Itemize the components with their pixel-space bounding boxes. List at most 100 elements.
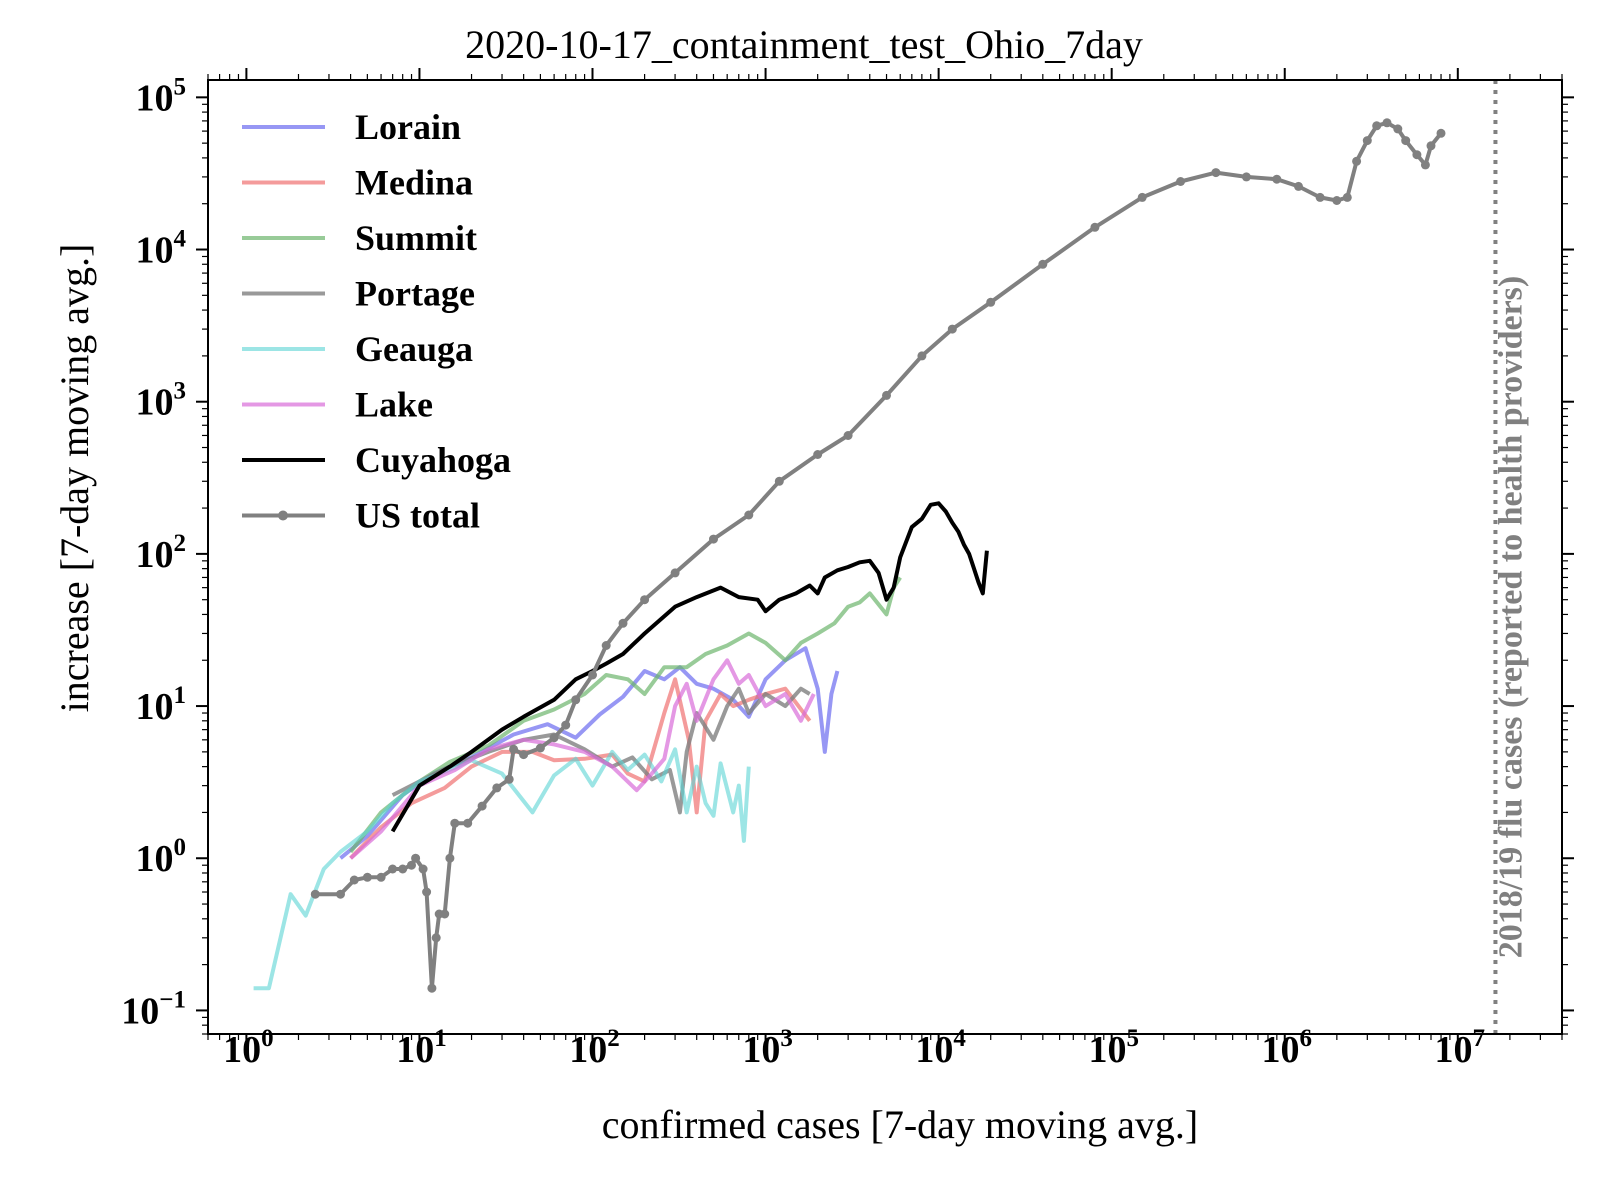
point-us-total	[407, 860, 416, 870]
point-us-total	[1420, 160, 1430, 170]
point-us-total	[492, 783, 502, 793]
point-us-total	[1436, 128, 1446, 138]
legend-label: Medina	[355, 163, 473, 203]
point-us-total	[549, 733, 559, 743]
series-summit	[349, 576, 902, 854]
point-us-total	[986, 297, 996, 307]
point-us-total	[618, 618, 628, 628]
x-tick-label: 102	[569, 1025, 620, 1071]
series-layer	[253, 118, 1446, 993]
point-us-total	[440, 909, 450, 919]
y-tick-label: 102	[136, 530, 187, 576]
x-tick-label: 105	[1088, 1025, 1139, 1071]
point-us-total	[398, 864, 408, 874]
point-us-total	[427, 983, 437, 993]
series-line-us-total	[315, 120, 1443, 991]
legend-marker	[278, 510, 288, 521]
point-us-total	[709, 534, 718, 544]
point-us-total	[843, 431, 853, 440]
x-axis-label: confirmed cases [7-day moving avg.]	[602, 1102, 1198, 1147]
point-us-total	[1294, 181, 1303, 191]
x-tick-label: 107	[1435, 1025, 1486, 1071]
reference-layer: 2018/19 flu cases (reported to health pr…	[1492, 80, 1529, 1034]
flu-reference-label: 2018/19 flu cases (reported to health pr…	[1492, 276, 1529, 958]
point-us-total	[917, 351, 927, 361]
point-us-total	[362, 872, 372, 882]
legend-label: Lorain	[355, 107, 461, 147]
point-us-total	[1176, 177, 1186, 186]
legend-label: Cuyahoga	[355, 440, 511, 480]
point-us-total	[561, 720, 571, 730]
point-us-total	[882, 390, 891, 400]
legend-item-cuyahoga: Cuyahoga	[242, 440, 511, 480]
point-us-total	[1137, 192, 1147, 202]
point-us-total	[504, 774, 514, 784]
series-line-cuyahoga	[390, 501, 989, 833]
point-us-total	[388, 864, 398, 874]
legend-item-lake: Lake	[242, 385, 433, 425]
point-us-total	[1332, 196, 1342, 205]
plot-area: 2018/19 flu cases (reported to health pr…	[121, 68, 1574, 1071]
point-us-total	[310, 889, 320, 899]
legend-item-portage: Portage	[242, 274, 475, 314]
point-us-total	[1426, 141, 1436, 151]
point-us-total	[1382, 118, 1392, 128]
point-us-total	[463, 818, 473, 828]
y-tick-label: 100	[136, 834, 187, 880]
legend-label: Summit	[355, 218, 477, 258]
series-cuyahoga	[390, 501, 989, 833]
point-us-total	[450, 818, 460, 828]
point-us-total	[1241, 172, 1251, 182]
point-us-total	[1211, 168, 1221, 178]
point-us-total	[1362, 136, 1372, 146]
x-tick-label: 106	[1261, 1025, 1312, 1071]
point-us-total	[1342, 192, 1352, 202]
y-tick-label: 10−1	[121, 986, 186, 1032]
point-us-total	[1352, 156, 1362, 166]
point-us-total	[519, 750, 529, 760]
x-tick-label: 100	[223, 1025, 274, 1071]
series-lake	[349, 658, 816, 860]
legend-item-summit: Summit	[242, 218, 477, 258]
legend-label: Geauga	[355, 329, 473, 369]
chart-title: 2020-10-17_containment_test_Ohio_7day	[465, 22, 1143, 67]
point-us-total	[509, 744, 519, 754]
series-line-lake	[349, 658, 816, 860]
x-tick-label: 103	[742, 1025, 793, 1071]
y-tick-label: 103	[136, 378, 187, 424]
point-us-total	[422, 887, 432, 897]
tick-layer: 100 101 102 103 104 105 106 107 10−1 100 101 102 103…	[121, 68, 1574, 1071]
point-us-total	[1038, 259, 1048, 269]
series-line-geauga	[253, 747, 751, 991]
series-geauga	[253, 747, 751, 991]
legend-item-lorain: Lorain	[242, 107, 461, 147]
y-tick-label: 101	[136, 682, 187, 728]
point-us-total	[418, 864, 428, 874]
x-tick-label: 104	[915, 1025, 966, 1071]
point-us-total	[1372, 121, 1382, 131]
point-us-total	[445, 853, 455, 863]
point-us-total	[601, 641, 611, 650]
point-us-total	[813, 450, 823, 459]
x-tick-label: 101	[396, 1025, 447, 1071]
legend: Lorain Medina Summit Portage Geauga Lake Cuyah…	[242, 107, 511, 536]
point-us-total	[744, 510, 754, 520]
point-us-total	[1393, 124, 1403, 134]
point-us-total	[571, 695, 581, 705]
point-us-total	[774, 476, 784, 486]
point-us-total	[640, 595, 650, 605]
y-tick-label: 105	[136, 73, 187, 119]
legend-label: Portage	[355, 274, 475, 314]
point-us-total	[947, 324, 957, 334]
point-us-total	[477, 801, 487, 811]
point-us-total	[1401, 136, 1411, 146]
legend-item-medina: Medina	[242, 163, 473, 203]
point-us-total	[1272, 174, 1282, 184]
point-us-total	[376, 872, 386, 882]
series-line-summit	[349, 576, 902, 854]
legend-label: US total	[355, 496, 480, 536]
y-axis-label: increase [7-day moving avg.]	[52, 244, 97, 713]
legend-label: Lake	[355, 385, 433, 425]
y-tick-label: 104	[136, 226, 187, 272]
